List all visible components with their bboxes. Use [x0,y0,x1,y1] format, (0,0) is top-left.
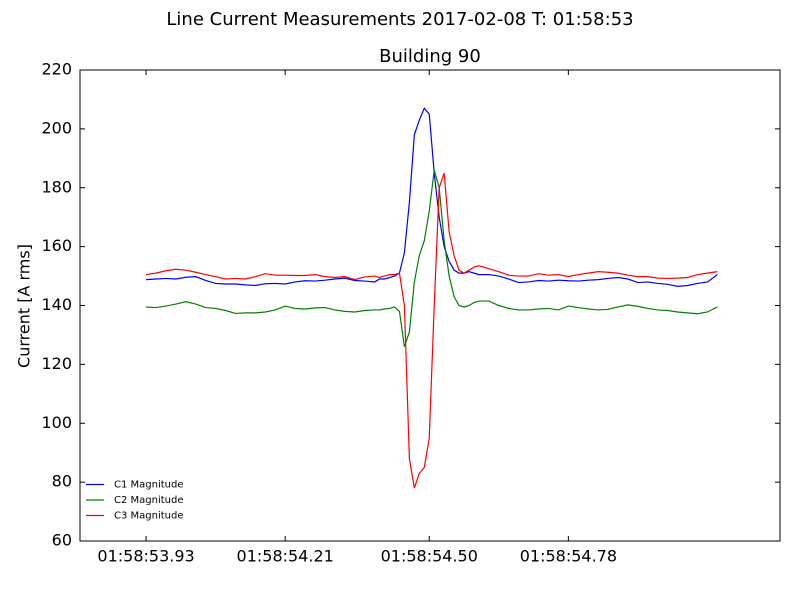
y-tick-label: 80 [52,472,72,491]
series-line [145,172,718,489]
y-tick-label: 140 [41,295,72,314]
y-tick-label: 100 [41,413,72,432]
plot-frame [79,69,781,542]
legend-label: C1 Magnitude [114,480,184,491]
legend-label: C2 Magnitude [114,495,184,506]
legend-label: C3 Magnitude [114,511,184,522]
y-tick-label: 120 [41,354,72,373]
y-tick-label: 180 [41,177,72,196]
y-tick-label: 160 [41,236,72,255]
x-tick-label: 01:58:54.50 [381,547,478,566]
chart-title: Building 90 [379,46,481,67]
x-tick-label: 01:58:54.78 [520,547,617,566]
y-tick-label: 60 [52,531,72,550]
series-line [146,169,718,347]
y-tick-label: 220 [41,60,72,79]
x-tick-label: 01:58:54.21 [237,547,334,566]
y-tick-label: 200 [41,118,72,137]
y-axis-label: Current [A rms] [15,244,34,368]
series-line [146,107,718,287]
suptitle: Line Current Measurements 2017-02-08 T: … [166,9,633,30]
x-tick-label: 01:58:53.93 [97,547,194,566]
